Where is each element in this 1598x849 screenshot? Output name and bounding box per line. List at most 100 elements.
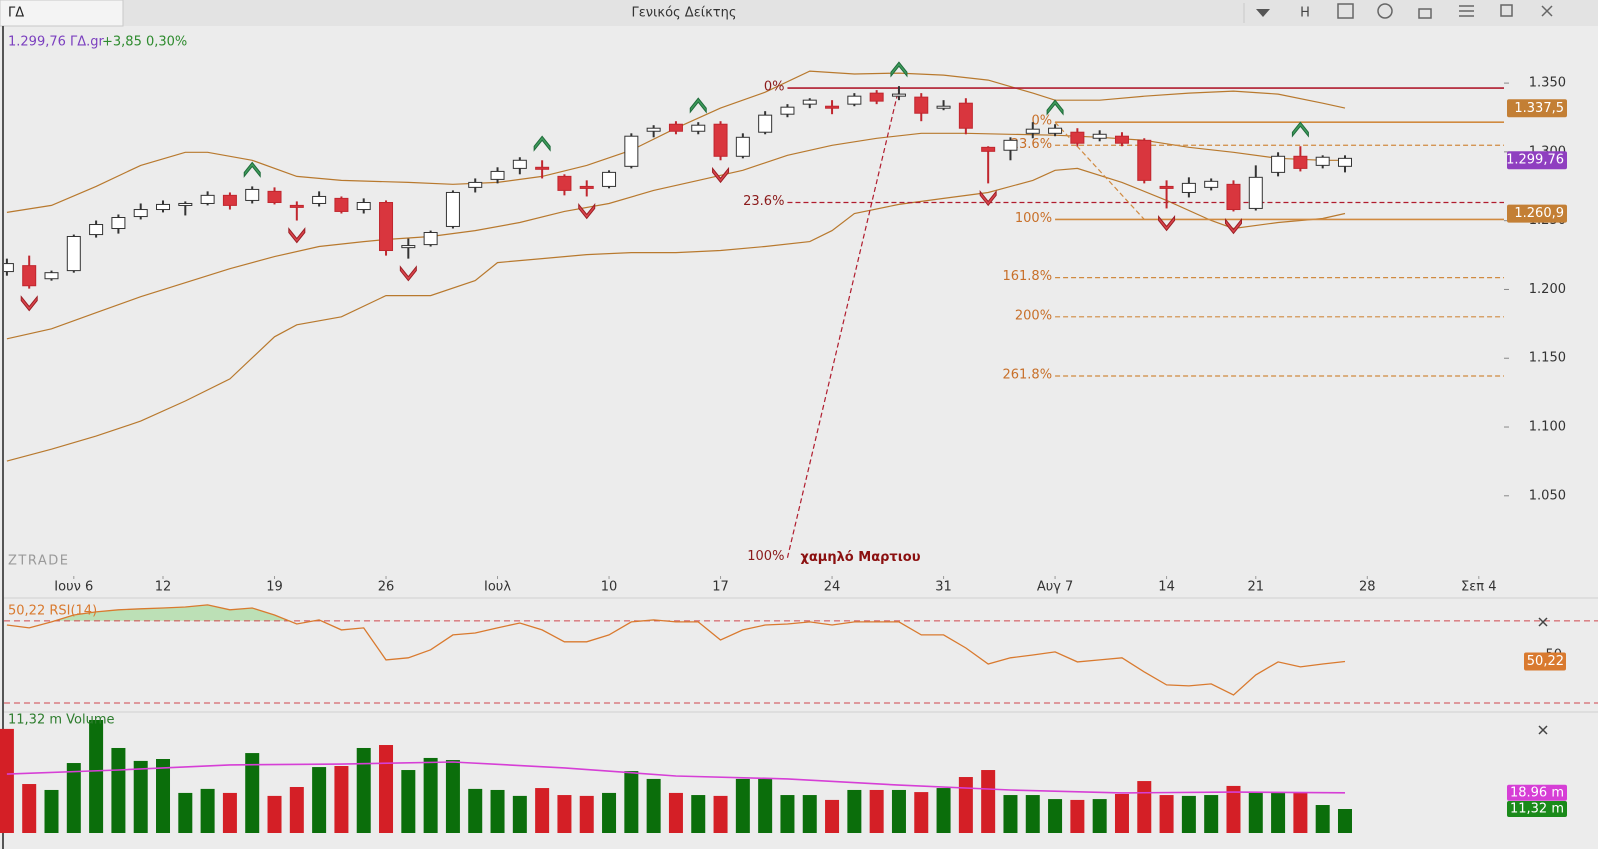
candle-body — [579, 185, 594, 189]
panel-icon[interactable] — [1337, 3, 1354, 19]
volume-bar — [379, 745, 394, 833]
candle-body — [557, 175, 572, 191]
restore-icon[interactable] — [1500, 4, 1513, 17]
candle-body — [1315, 156, 1330, 166]
x-tick-label: 17 — [712, 580, 729, 595]
panel-title: 11,32 m Volume — [8, 713, 115, 728]
fib-label: 100% — [747, 549, 784, 564]
fib-label: 100% — [1015, 211, 1052, 226]
x-tick-label: 12 — [155, 580, 172, 595]
candle-body — [847, 95, 862, 105]
volume-bar — [780, 795, 795, 833]
candle-body — [512, 159, 527, 169]
sell-signal — [712, 166, 730, 184]
candle-body — [1003, 139, 1018, 151]
candle-body — [713, 123, 728, 157]
x-axis-band — [4, 576, 1598, 598]
volume-bar — [668, 792, 683, 833]
volume-bar — [133, 760, 148, 833]
volume-bar — [334, 766, 349, 833]
candle-body — [624, 135, 639, 167]
buy-signal — [533, 135, 551, 152]
rsi-last-box — [1524, 652, 1566, 671]
candle-body — [1181, 182, 1196, 193]
candle-body — [356, 202, 371, 211]
candle-body — [535, 166, 550, 170]
candle-body — [891, 93, 906, 97]
y-tick-label: 1.350 — [1529, 76, 1566, 91]
sell-signal — [1158, 214, 1176, 232]
candle-body — [691, 124, 706, 132]
volume-bar — [1114, 793, 1129, 833]
quote: 1.299,76 ΓΔ.gr — [8, 35, 105, 50]
menu-h[interactable]: H — [1300, 6, 1310, 21]
rsi-line — [6, 604, 1346, 696]
y-tick-label: 1.150 — [1529, 351, 1566, 366]
candle-body — [936, 105, 951, 109]
volume-bar — [1048, 799, 1063, 833]
volume-bar — [289, 786, 304, 833]
volume-bar — [512, 795, 527, 833]
title-bar — [0, 0, 1598, 26]
watermark: ZTRADE — [8, 554, 69, 569]
candle-body — [423, 231, 438, 246]
tab-label[interactable]: ΓΔ — [8, 6, 24, 21]
candle-body — [602, 171, 617, 187]
volume-bar — [44, 789, 59, 833]
x-tick-label: Αυγ 7 — [1037, 580, 1074, 595]
candle-body — [1248, 176, 1263, 209]
bollinger-band — [6, 132, 1345, 340]
fib-label: 0% — [1031, 114, 1052, 129]
bollinger-band — [6, 167, 1346, 462]
buy-signal — [890, 61, 908, 78]
menu-icon[interactable] — [1459, 5, 1474, 17]
tab[interactable] — [0, 0, 124, 27]
price-label: 1.299,76 — [1506, 153, 1564, 168]
volume-bar — [958, 777, 973, 833]
candle-body — [825, 105, 840, 109]
x-tick-label: Ιουν 6 — [54, 580, 93, 595]
volume-bar — [1315, 805, 1330, 833]
candle-body — [869, 92, 884, 102]
price-label-box — [1507, 99, 1567, 118]
volume-bar — [869, 789, 884, 833]
x-tick-label: Ιουλ — [484, 580, 511, 595]
buy-signal — [243, 161, 261, 178]
x-tick-label: 28 — [1359, 580, 1376, 595]
candle-body — [245, 188, 260, 201]
fib-label: 161.8% — [1002, 269, 1052, 284]
candle-body — [89, 224, 104, 236]
candle-body — [1092, 133, 1107, 139]
volume-bar — [1137, 781, 1152, 833]
candle-body — [4, 263, 14, 273]
sell-signal — [1224, 218, 1242, 235]
x-tick-label: Σεπ 4 — [1461, 580, 1496, 595]
dropdown-icon[interactable] — [1256, 9, 1270, 17]
volume-bar — [490, 789, 505, 833]
quote-icon[interactable] — [1377, 3, 1393, 19]
avg-label-box — [1507, 784, 1567, 801]
volume-bar — [646, 778, 661, 833]
volume-bar — [178, 792, 193, 833]
volume-bar — [847, 789, 862, 833]
volume-bar — [1159, 795, 1174, 833]
lock-icon[interactable] — [1418, 8, 1432, 19]
close-icon[interactable] — [1541, 5, 1553, 17]
volume-bar — [914, 792, 929, 833]
candle-body — [312, 195, 327, 204]
candle-body — [133, 209, 148, 218]
volume-bar — [66, 763, 81, 833]
volume-bar — [89, 719, 104, 833]
volume-bar — [0, 728, 14, 833]
volume-bar — [222, 792, 237, 833]
candle-body — [178, 202, 193, 206]
overbought-fill — [6, 604, 1345, 621]
volume-bar — [557, 795, 572, 833]
candle-body — [401, 245, 416, 249]
volume-bar — [1181, 795, 1196, 833]
x-tick-label: 26 — [378, 580, 395, 595]
candle-body — [758, 114, 773, 133]
fib-label: 0% — [764, 80, 785, 95]
candle-body — [1048, 127, 1063, 134]
volume-bar — [1337, 809, 1352, 833]
